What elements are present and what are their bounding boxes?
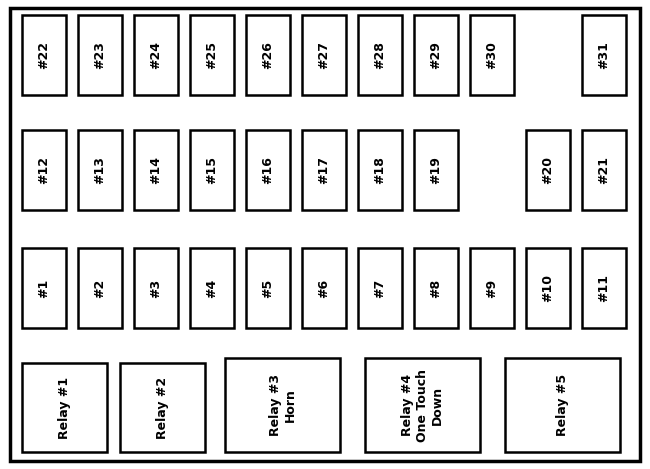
FancyBboxPatch shape xyxy=(582,130,626,210)
Text: #31: #31 xyxy=(597,41,610,69)
FancyBboxPatch shape xyxy=(414,130,458,210)
FancyBboxPatch shape xyxy=(246,248,290,328)
Text: #13: #13 xyxy=(94,156,107,184)
Text: #12: #12 xyxy=(38,156,51,184)
FancyBboxPatch shape xyxy=(134,130,178,210)
Text: #10: #10 xyxy=(541,274,554,302)
Text: Relay #4
One Touch
Down: Relay #4 One Touch Down xyxy=(401,369,444,441)
Text: #15: #15 xyxy=(205,156,218,184)
FancyBboxPatch shape xyxy=(120,363,205,452)
Text: #21: #21 xyxy=(597,156,610,184)
Text: #22: #22 xyxy=(38,41,51,69)
Text: #4: #4 xyxy=(205,279,218,298)
FancyBboxPatch shape xyxy=(78,15,122,95)
Text: #8: #8 xyxy=(430,279,443,297)
FancyBboxPatch shape xyxy=(78,130,122,210)
FancyBboxPatch shape xyxy=(78,248,122,328)
Text: #30: #30 xyxy=(486,41,499,69)
Text: #19: #19 xyxy=(430,156,443,184)
Text: Relay #5: Relay #5 xyxy=(556,374,569,436)
Text: #25: #25 xyxy=(205,41,218,69)
FancyBboxPatch shape xyxy=(22,15,66,95)
FancyBboxPatch shape xyxy=(414,15,458,95)
FancyBboxPatch shape xyxy=(582,248,626,328)
Text: #26: #26 xyxy=(261,41,274,69)
FancyBboxPatch shape xyxy=(225,358,340,452)
FancyBboxPatch shape xyxy=(22,363,107,452)
Text: Relay #1: Relay #1 xyxy=(58,377,71,439)
Text: #5: #5 xyxy=(261,279,274,298)
Text: #14: #14 xyxy=(150,156,162,184)
FancyBboxPatch shape xyxy=(414,248,458,328)
FancyBboxPatch shape xyxy=(134,15,178,95)
Text: #11: #11 xyxy=(597,274,610,302)
FancyBboxPatch shape xyxy=(526,248,570,328)
FancyBboxPatch shape xyxy=(302,130,346,210)
Text: #24: #24 xyxy=(150,41,162,69)
Text: Relay #2: Relay #2 xyxy=(156,377,169,439)
Text: #6: #6 xyxy=(317,279,330,297)
FancyBboxPatch shape xyxy=(246,130,290,210)
Text: #23: #23 xyxy=(94,41,107,69)
FancyBboxPatch shape xyxy=(358,248,402,328)
FancyBboxPatch shape xyxy=(470,248,514,328)
Text: #7: #7 xyxy=(374,279,387,298)
FancyBboxPatch shape xyxy=(358,130,402,210)
Text: #18: #18 xyxy=(374,156,387,184)
FancyBboxPatch shape xyxy=(505,358,620,452)
Text: #9: #9 xyxy=(486,279,499,297)
Text: #29: #29 xyxy=(430,41,443,69)
FancyBboxPatch shape xyxy=(302,15,346,95)
FancyBboxPatch shape xyxy=(22,248,66,328)
Text: #27: #27 xyxy=(317,41,330,69)
Text: #17: #17 xyxy=(317,156,330,184)
FancyBboxPatch shape xyxy=(526,130,570,210)
FancyBboxPatch shape xyxy=(190,130,234,210)
FancyBboxPatch shape xyxy=(582,15,626,95)
Text: #3: #3 xyxy=(150,279,162,297)
FancyBboxPatch shape xyxy=(22,130,66,210)
FancyBboxPatch shape xyxy=(190,248,234,328)
FancyBboxPatch shape xyxy=(134,248,178,328)
FancyBboxPatch shape xyxy=(190,15,234,95)
FancyBboxPatch shape xyxy=(10,8,640,461)
Text: #20: #20 xyxy=(541,156,554,184)
FancyBboxPatch shape xyxy=(365,358,480,452)
Text: #28: #28 xyxy=(374,41,387,69)
FancyBboxPatch shape xyxy=(358,15,402,95)
FancyBboxPatch shape xyxy=(246,15,290,95)
Text: #1: #1 xyxy=(38,279,51,298)
Text: #2: #2 xyxy=(94,279,107,298)
FancyBboxPatch shape xyxy=(302,248,346,328)
Text: #16: #16 xyxy=(261,156,274,184)
FancyBboxPatch shape xyxy=(470,15,514,95)
Text: Relay #3
Horn: Relay #3 Horn xyxy=(268,374,296,436)
